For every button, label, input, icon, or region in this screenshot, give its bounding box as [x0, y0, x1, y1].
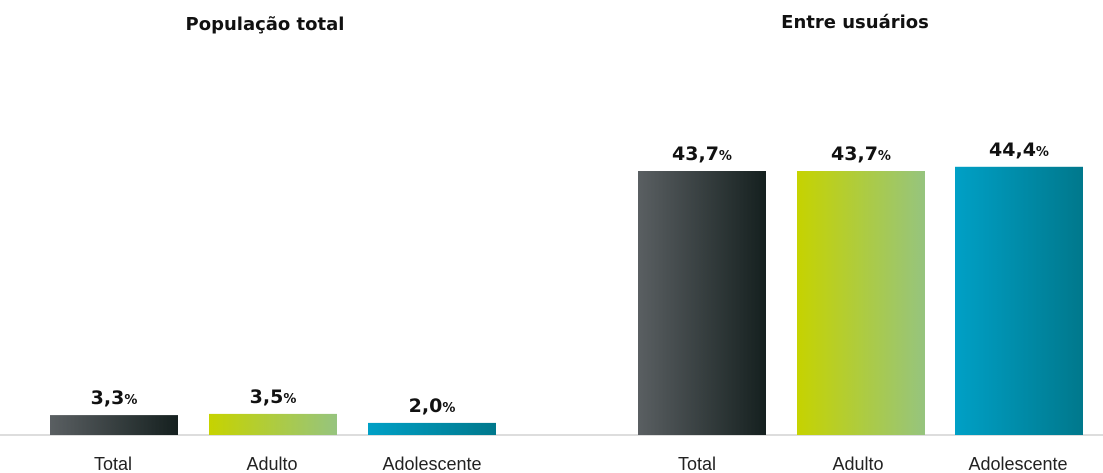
bar-populacao-total-adulto — [209, 413, 337, 435]
category-label-populacao-total-total: Total — [94, 454, 132, 473]
bar-populacao-total-total — [50, 415, 178, 435]
category-label-entre-usuarios-adulto: Adulto — [832, 454, 883, 473]
data-label-entre-usuarios-adulto: 43,7% — [831, 143, 891, 165]
category-label-populacao-total-adulto: Adulto — [246, 454, 297, 473]
data-label-populacao-total-adolescente: 2,0% — [409, 395, 456, 417]
data-label-populacao-total-adulto: 3,5% — [250, 386, 297, 408]
category-label-populacao-total-adolescente: Adolescente — [382, 454, 481, 473]
data-label-entre-usuarios-total: 43,7% — [672, 143, 732, 165]
category-label-entre-usuarios-total: Total — [678, 454, 716, 473]
chart-title-populacao-total: População total — [185, 14, 345, 35]
bar-entre-usuarios-adolescente — [955, 166, 1083, 436]
chart-title-entre-usuarios: Entre usuários — [781, 12, 929, 33]
data-label-entre-usuarios-adolescente: 44,4% — [989, 139, 1049, 161]
category-label-entre-usuarios-adolescente: Adolescente — [968, 454, 1067, 473]
bar-entre-usuarios-total — [638, 171, 766, 435]
bar-entre-usuarios-adulto — [797, 171, 925, 435]
data-label-populacao-total-total: 3,3% — [91, 387, 138, 409]
bar-populacao-total-adolescente — [368, 422, 496, 435]
